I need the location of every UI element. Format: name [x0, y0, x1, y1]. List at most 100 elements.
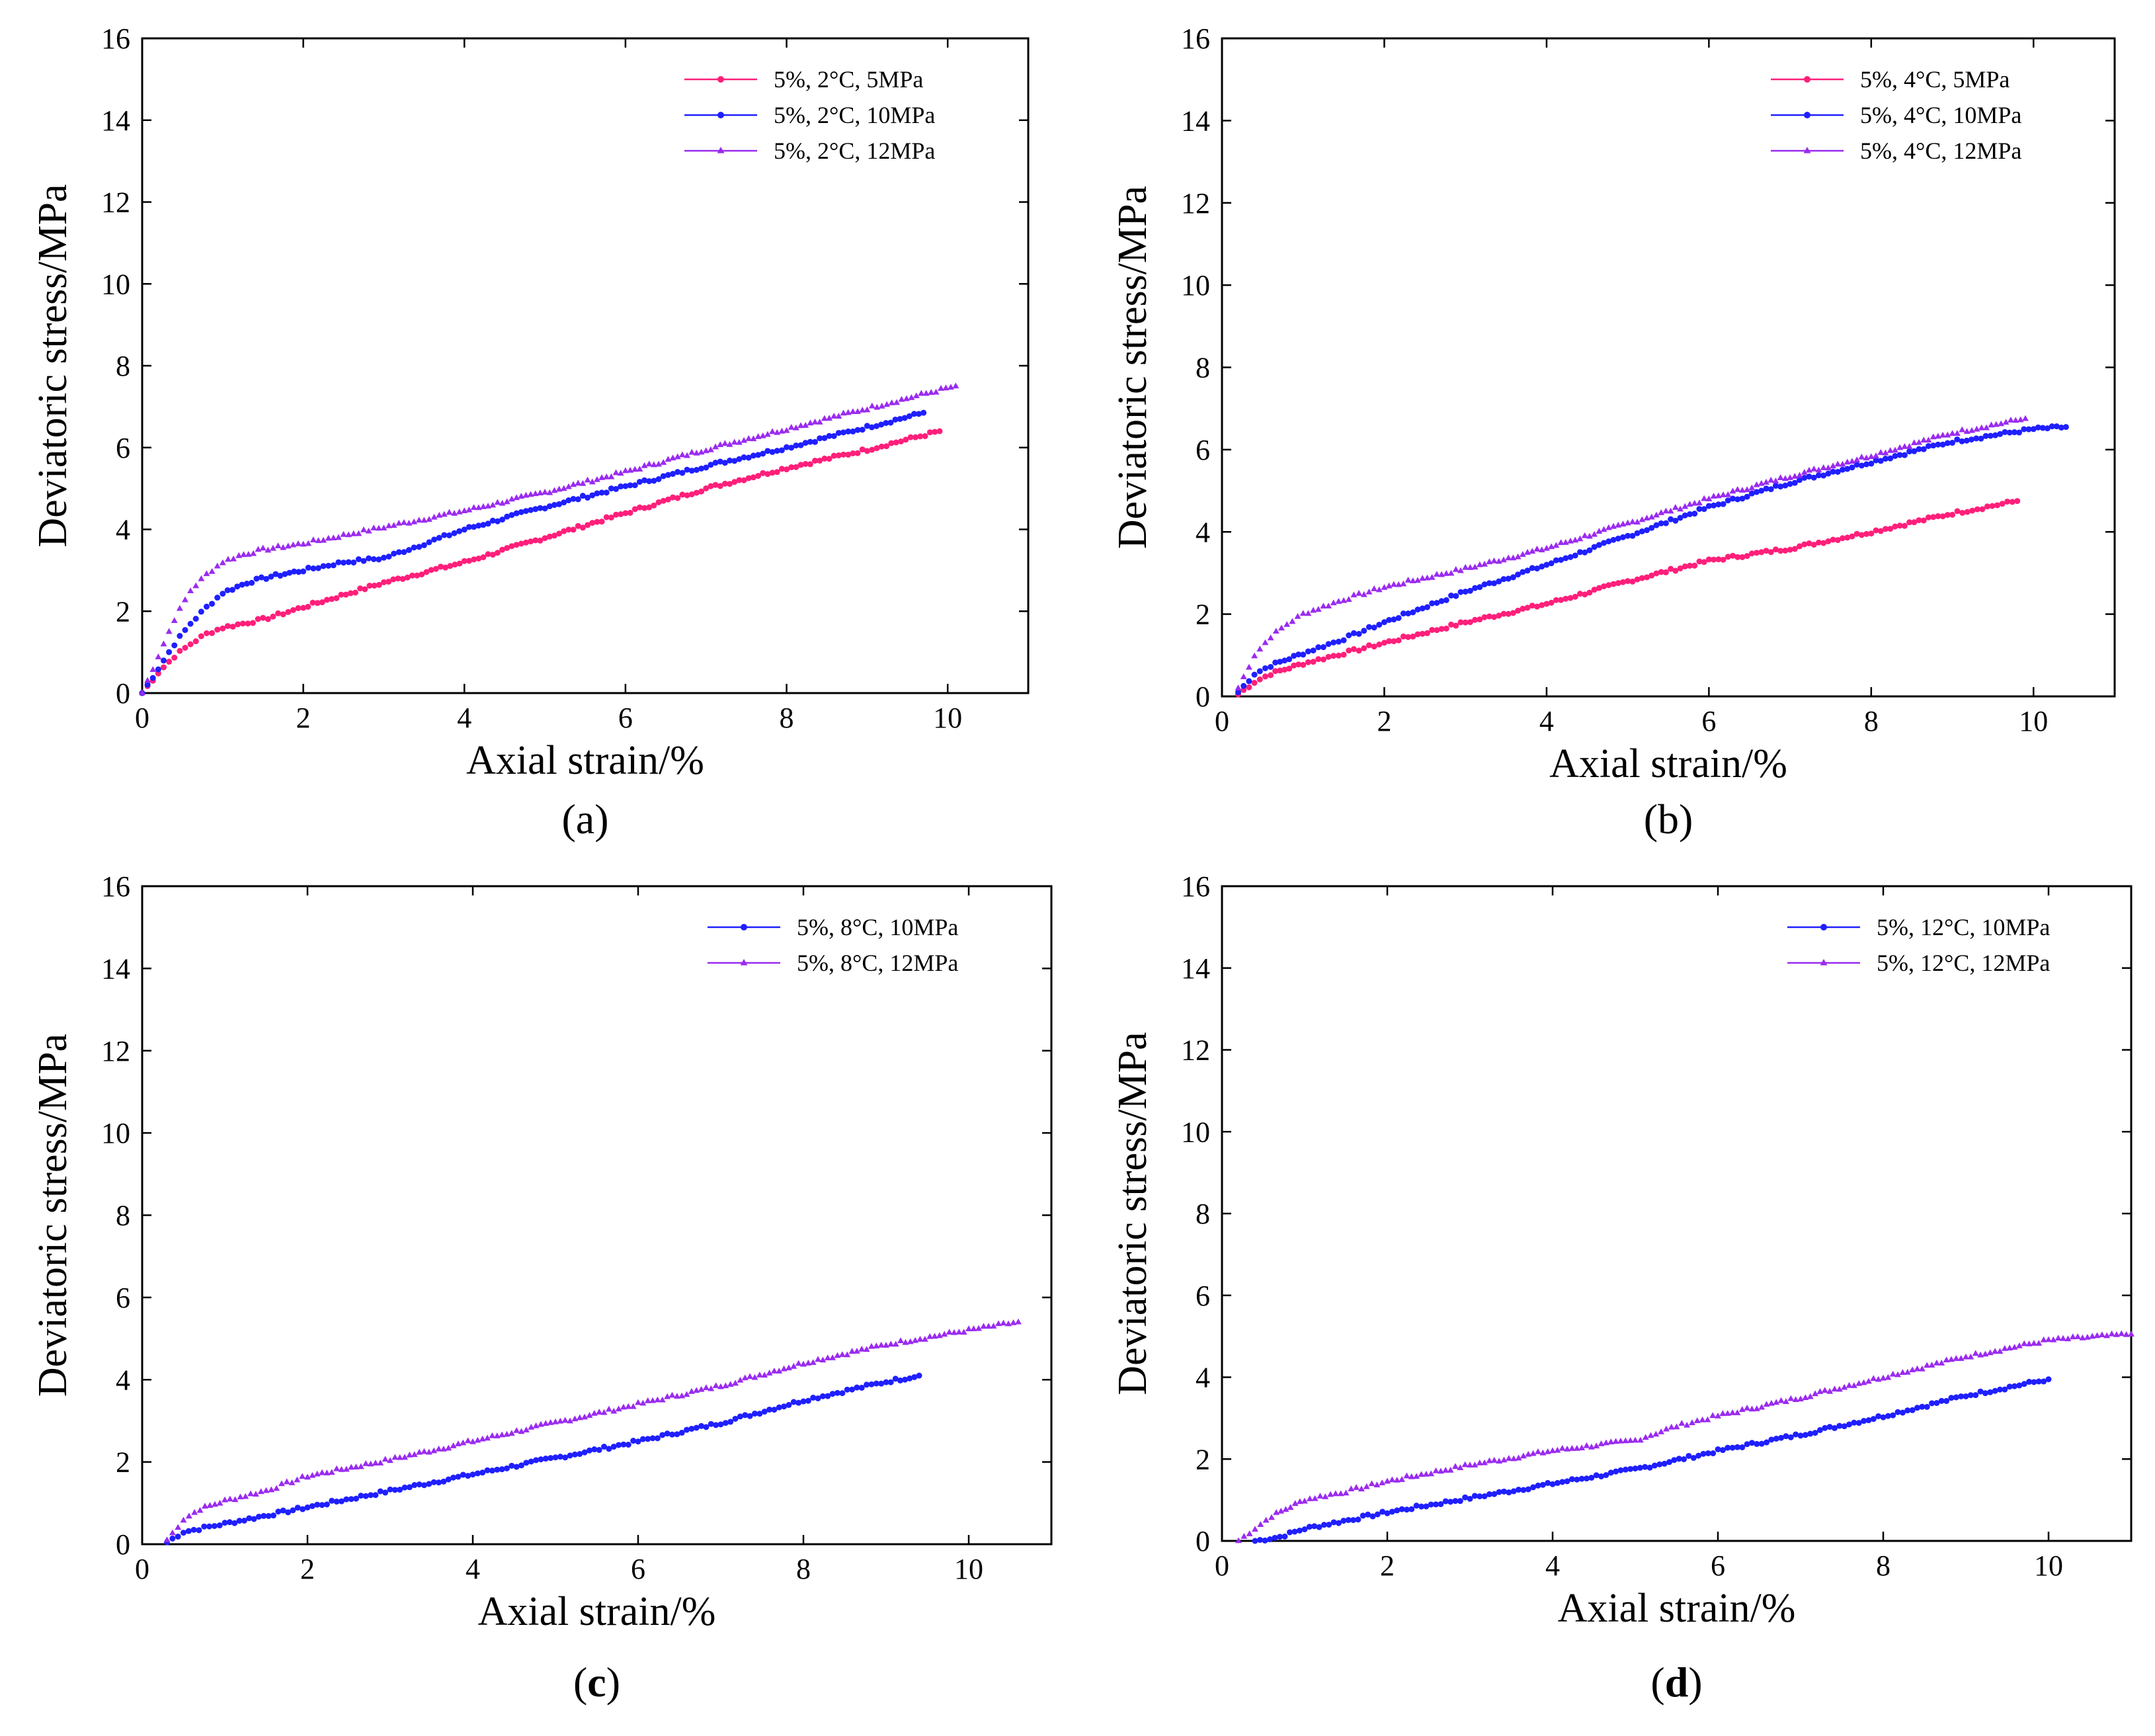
- data-point: [590, 1409, 598, 1416]
- data-point: [1615, 521, 1622, 528]
- data-point: [581, 1449, 588, 1456]
- x-axis-label: Axial strain/%: [478, 1589, 716, 1634]
- data-point: [1256, 676, 1263, 682]
- data-point: [712, 443, 719, 450]
- data-point: [1982, 433, 1989, 439]
- data-point: [1916, 446, 1922, 452]
- data-point: [617, 470, 624, 476]
- data-point: [310, 565, 317, 572]
- data-point: [214, 562, 221, 569]
- data-point: [518, 540, 524, 547]
- data-point: [631, 466, 639, 472]
- data-point: [234, 583, 241, 590]
- data-point: [1286, 656, 1293, 663]
- data-point: [163, 1536, 171, 1543]
- data-point: [522, 508, 529, 515]
- data-point: [921, 1335, 928, 1342]
- data-point: [1653, 522, 1660, 528]
- data-point: [405, 519, 413, 526]
- data-point: [575, 496, 581, 503]
- data-point: [224, 556, 231, 562]
- data-point: [1963, 1353, 1969, 1360]
- x-tick-label: 10: [2034, 1550, 2063, 1582]
- data-point: [1603, 1471, 1609, 1478]
- x-tick-label: 0: [135, 1553, 149, 1585]
- data-point: [1419, 575, 1426, 581]
- data-point: [362, 586, 368, 593]
- data-point: [1257, 1521, 1264, 1527]
- data-point: [1894, 1371, 1902, 1378]
- data-point: [826, 433, 833, 439]
- data-point: [1505, 575, 1512, 582]
- data-point: [1350, 591, 1358, 598]
- data-point: [1000, 1319, 1007, 1326]
- data-point: [1335, 1520, 1342, 1526]
- data-point: [898, 395, 905, 402]
- data-point: [1457, 589, 1464, 595]
- data-point: [596, 1446, 602, 1453]
- data-point: [508, 543, 515, 550]
- data-point: [451, 510, 458, 516]
- data-point: [1610, 536, 1617, 543]
- data-point: [946, 1329, 953, 1335]
- data-point: [1607, 1438, 1615, 1444]
- data-point: [579, 493, 586, 499]
- data-point: [219, 559, 226, 565]
- data-point: [2035, 1340, 2043, 1346]
- data-point: [1467, 619, 1473, 626]
- data-point: [1572, 593, 1578, 600]
- data-point: [421, 517, 428, 523]
- data-point: [755, 473, 762, 479]
- data-point: [270, 1512, 277, 1519]
- data-point: [1305, 610, 1312, 616]
- data-point: [795, 1399, 802, 1406]
- data-point: [1015, 1318, 1022, 1325]
- data-point: [1505, 610, 1512, 617]
- data-point: [790, 1399, 797, 1405]
- data-point: [1744, 493, 1750, 500]
- data-point: [2069, 1333, 2076, 1340]
- data-point: [1882, 526, 1889, 532]
- data-point: [1481, 581, 1488, 588]
- data-point: [404, 574, 411, 581]
- data-point: [627, 509, 633, 516]
- data-point: [952, 382, 959, 389]
- data-point: [1433, 1501, 1440, 1508]
- data-point: [693, 449, 700, 456]
- data-point: [370, 556, 377, 563]
- data-point: [503, 498, 510, 505]
- data-point: [751, 1410, 758, 1417]
- data-point: [286, 569, 293, 576]
- data-point: [296, 569, 302, 575]
- data-point: [1764, 1439, 1770, 1446]
- data-point: [2002, 429, 2008, 435]
- data-point: [741, 454, 747, 461]
- data-point: [1725, 491, 1732, 497]
- x-tick-label: 4: [466, 1553, 480, 1585]
- data-point: [335, 559, 342, 565]
- data-point: [538, 1456, 544, 1463]
- data-point: [333, 1499, 340, 1505]
- data-point: [1870, 1416, 1877, 1423]
- data-point: [1267, 634, 1274, 641]
- data-point: [1987, 433, 1994, 439]
- data-point: [660, 459, 667, 465]
- data-point: [932, 429, 938, 435]
- data-point: [1582, 549, 1588, 556]
- data-point: [1613, 1468, 1619, 1475]
- y-tick-label: 8: [116, 1200, 130, 1232]
- data-point: [1533, 546, 1541, 552]
- data-point: [1311, 1523, 1318, 1530]
- data-point: [1892, 452, 1898, 459]
- data-point: [1720, 556, 1727, 563]
- data-point: [1471, 563, 1479, 570]
- data-point: [649, 1435, 656, 1442]
- data-point: [1729, 1409, 1736, 1415]
- x-tick-label: 4: [1539, 705, 1554, 737]
- data-point: [1982, 1350, 1989, 1357]
- legend-label: 5%, 2°C, 12MPa: [774, 138, 935, 164]
- data-point: [508, 512, 515, 518]
- data-point: [454, 1440, 462, 1446]
- data-point: [350, 559, 357, 566]
- data-point: [1806, 540, 1812, 547]
